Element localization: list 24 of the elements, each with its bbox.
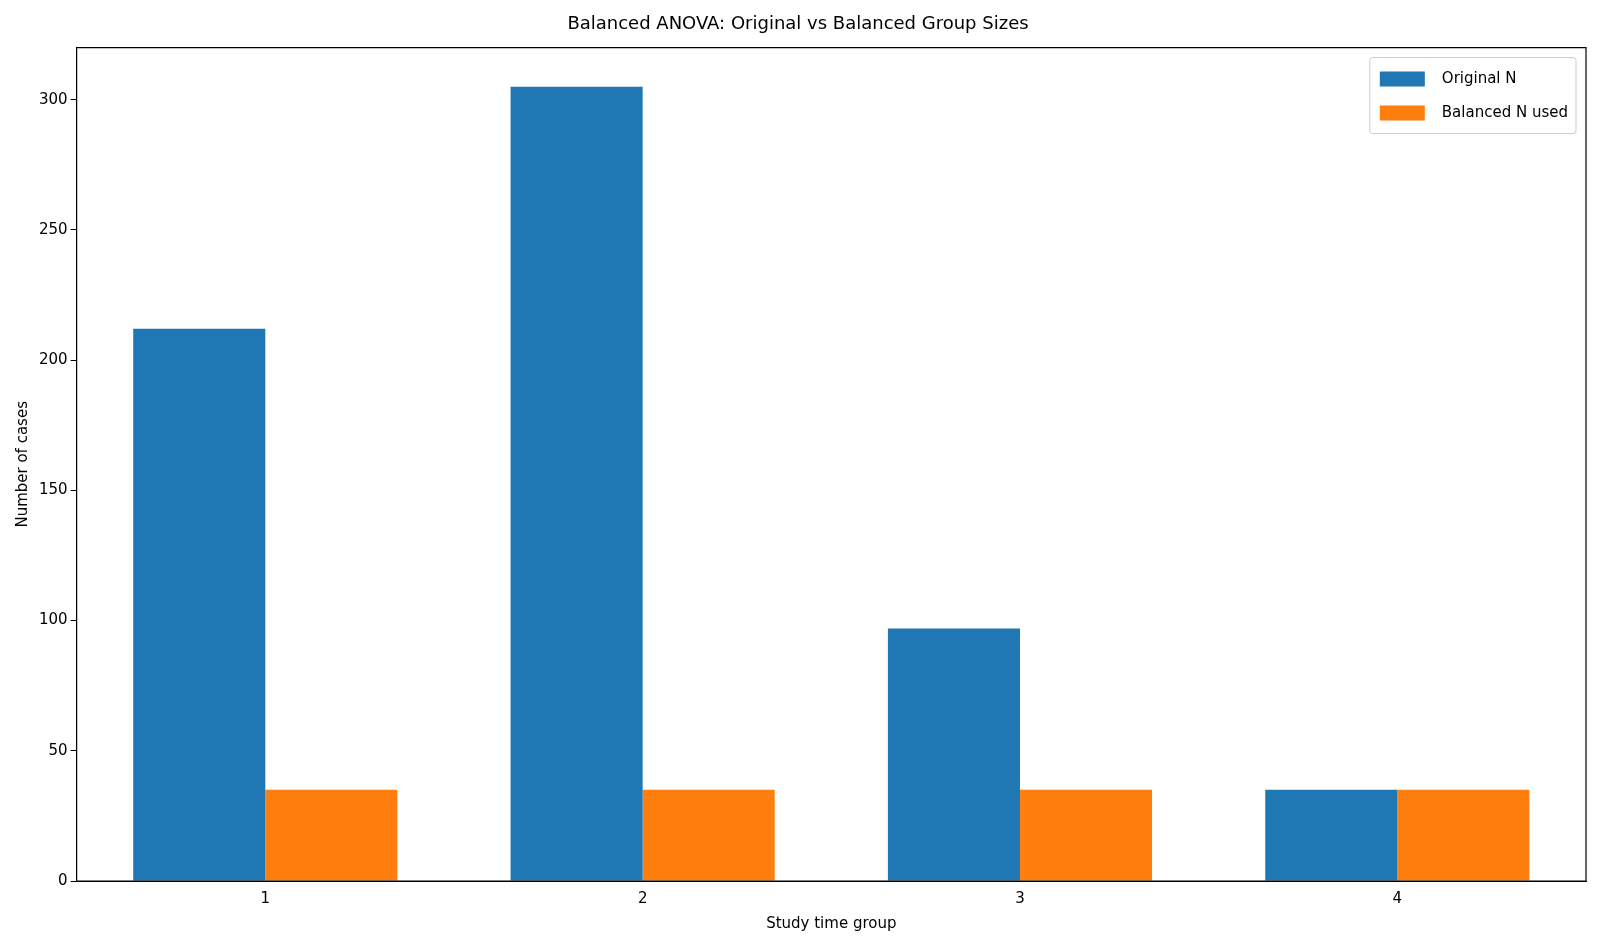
y-tick-label: 100: [38, 610, 68, 629]
y-tick-label: 0: [58, 870, 68, 889]
bar: [642, 789, 775, 881]
legend-label: Balanced N used: [1441, 103, 1569, 122]
bar: [1019, 789, 1153, 881]
legend-label: Original N: [1441, 69, 1517, 88]
bar: [265, 789, 398, 881]
bar: [887, 628, 1020, 881]
y-axis-title: Number of cases: [12, 400, 31, 528]
y-tick-label: 200: [38, 350, 68, 369]
bar: [1397, 789, 1530, 881]
y-tick-label: 300: [38, 89, 68, 108]
bar: [1265, 789, 1398, 881]
bar: [133, 328, 266, 881]
chart-title: Balanced ANOVA: Original vs Balanced Group Sizes: [567, 12, 1029, 34]
bar: [510, 86, 643, 881]
y-tick-label: 50: [48, 740, 68, 759]
x-tick-label: 4: [1392, 888, 1403, 907]
y-tick-label: 250: [38, 219, 68, 238]
x-tick-label: 1: [260, 888, 271, 907]
x-tick-label: 3: [1015, 888, 1025, 907]
x-axis-title: Study time group: [766, 913, 897, 932]
y-tick-label: 150: [38, 480, 68, 499]
x-tick-label: 2: [637, 888, 648, 907]
